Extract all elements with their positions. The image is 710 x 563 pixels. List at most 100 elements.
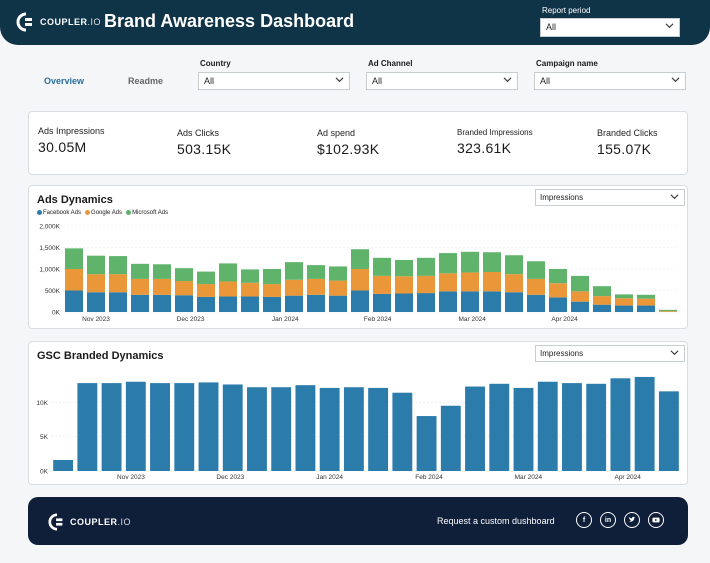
facebook-icon[interactable]: f [576, 512, 592, 528]
bar-segment-microsoft-ads[interactable] [636, 294, 656, 299]
footer-logo[interactable]: COUPLER.IO [48, 513, 131, 531]
bar[interactable] [634, 376, 655, 471]
youtube-icon[interactable] [648, 512, 664, 528]
bar-segment-google-ads[interactable] [262, 284, 282, 297]
bar-segment-facebook-ads[interactable] [394, 293, 414, 312]
coupler-logo[interactable]: COUPLER.IO [16, 12, 101, 32]
bar-segment-facebook-ads[interactable] [636, 305, 656, 312]
bar-segment-google-ads[interactable] [482, 272, 502, 292]
bar-segment-facebook-ads[interactable] [174, 295, 194, 312]
bar-segment-facebook-ads[interactable] [218, 296, 238, 312]
bar-segment-facebook-ads[interactable] [130, 294, 150, 312]
bar-segment-google-ads[interactable] [350, 269, 370, 291]
bar-segment-facebook-ads[interactable] [262, 296, 282, 312]
bar-segment-google-ads[interactable] [438, 273, 458, 292]
bar-segment-microsoft-ads[interactable] [416, 257, 436, 276]
bar[interactable] [537, 381, 558, 471]
bar-segment-facebook-ads[interactable] [548, 297, 568, 312]
bar-segment-microsoft-ads[interactable] [108, 256, 128, 275]
bar-segment-google-ads[interactable] [64, 269, 84, 291]
bar-segment-microsoft-ads[interactable] [526, 261, 546, 279]
bar-segment-facebook-ads[interactable] [306, 294, 326, 312]
bar-segment-facebook-ads[interactable] [460, 291, 480, 312]
request-dashboard-link[interactable]: Request a custom dushboard [437, 516, 555, 526]
bar-segment-facebook-ads[interactable] [482, 291, 502, 312]
bar[interactable] [368, 387, 389, 471]
bar-segment-microsoft-ads[interactable] [152, 264, 172, 279]
bar-segment-microsoft-ads[interactable] [460, 251, 480, 273]
bar[interactable] [319, 387, 340, 471]
bar-segment-microsoft-ads[interactable] [394, 259, 414, 277]
bar[interactable] [465, 386, 485, 471]
bar-segment-facebook-ads[interactable] [570, 301, 590, 312]
bar-segment-microsoft-ads[interactable] [218, 263, 238, 282]
bar-segment-microsoft-ads[interactable] [306, 265, 326, 279]
bar-segment-facebook-ads[interactable] [240, 296, 260, 312]
bar-segment-google-ads[interactable] [108, 274, 128, 293]
bar[interactable] [658, 391, 679, 471]
bar-segment-microsoft-ads[interactable] [174, 268, 194, 282]
bar[interactable] [440, 405, 461, 471]
bar-segment-google-ads[interactable] [548, 283, 568, 298]
bar-segment-facebook-ads[interactable] [284, 295, 304, 312]
legend-item-microsoft[interactable]: Microsoft Ads [126, 210, 168, 216]
legend-item-google[interactable]: Google Ads [85, 210, 122, 216]
bar[interactable] [295, 385, 316, 471]
tab-overview[interactable]: Overview [44, 76, 85, 86]
bar-segment-google-ads[interactable] [416, 275, 436, 294]
bar-segment-google-ads[interactable] [636, 298, 656, 306]
bar-segment-google-ads[interactable] [658, 311, 678, 312]
bar-segment-microsoft-ads[interactable] [240, 269, 260, 283]
bar-segment-microsoft-ads[interactable] [548, 269, 568, 284]
bar-segment-facebook-ads[interactable] [108, 292, 128, 312]
bar-segment-facebook-ads[interactable] [196, 296, 216, 312]
bar-segment-google-ads[interactable] [306, 278, 326, 295]
bar[interactable] [150, 383, 170, 471]
bar-segment-facebook-ads[interactable] [328, 295, 348, 312]
bar-segment-microsoft-ads[interactable] [262, 269, 282, 285]
bar-segment-google-ads[interactable] [284, 279, 304, 296]
bar-segment-microsoft-ads[interactable] [438, 253, 458, 274]
bar-segment-facebook-ads[interactable] [438, 291, 458, 312]
bar[interactable] [77, 383, 98, 471]
tab-readme[interactable]: Readme [128, 76, 164, 86]
bar-segment-microsoft-ads[interactable] [328, 266, 348, 281]
bar-segment-google-ads[interactable] [174, 281, 194, 296]
bar[interactable] [610, 378, 631, 471]
bar-segment-google-ads[interactable] [394, 276, 414, 294]
bar-segment-microsoft-ads[interactable] [614, 294, 634, 299]
bar-segment-facebook-ads[interactable] [526, 294, 546, 312]
bar-segment-microsoft-ads[interactable] [592, 286, 612, 297]
bar[interactable] [222, 384, 243, 471]
bar-segment-microsoft-ads[interactable] [482, 252, 502, 273]
bar-segment-google-ads[interactable] [240, 282, 260, 297]
bar-segment-facebook-ads[interactable] [504, 292, 524, 312]
bar-segment-google-ads[interactable] [570, 291, 590, 302]
bar-segment-microsoft-ads[interactable] [64, 248, 84, 269]
ad-channel-select[interactable]: All [366, 72, 518, 90]
report-period-select[interactable]: All [540, 18, 680, 37]
bar[interactable] [392, 392, 413, 471]
bar-segment-google-ads[interactable] [526, 278, 546, 295]
campaign-select[interactable]: All [534, 72, 686, 90]
bar-segment-google-ads[interactable] [152, 278, 172, 295]
gsc-metric-select[interactable]: Impressions [535, 345, 685, 362]
bar-segment-microsoft-ads[interactable] [130, 263, 150, 279]
legend-item-facebook[interactable]: Facebook Ads [37, 210, 81, 216]
bar[interactable] [247, 387, 267, 471]
bar-segment-microsoft-ads[interactable] [86, 255, 106, 275]
bar[interactable] [125, 381, 146, 471]
bar-segment-facebook-ads[interactable] [86, 292, 106, 312]
bar-segment-microsoft-ads[interactable] [658, 309, 678, 312]
bar[interactable] [416, 416, 437, 471]
bar-segment-facebook-ads[interactable] [372, 293, 392, 312]
bar-segment-google-ads[interactable] [196, 284, 216, 297]
bar[interactable] [174, 383, 195, 471]
bar[interactable] [271, 387, 292, 471]
bar[interactable] [489, 383, 510, 471]
bar-segment-facebook-ads[interactable] [592, 304, 612, 312]
bar-segment-facebook-ads[interactable] [152, 294, 172, 312]
bar-segment-google-ads[interactable] [130, 278, 150, 295]
bar[interactable] [513, 387, 534, 471]
bar-segment-microsoft-ads[interactable] [570, 275, 590, 292]
